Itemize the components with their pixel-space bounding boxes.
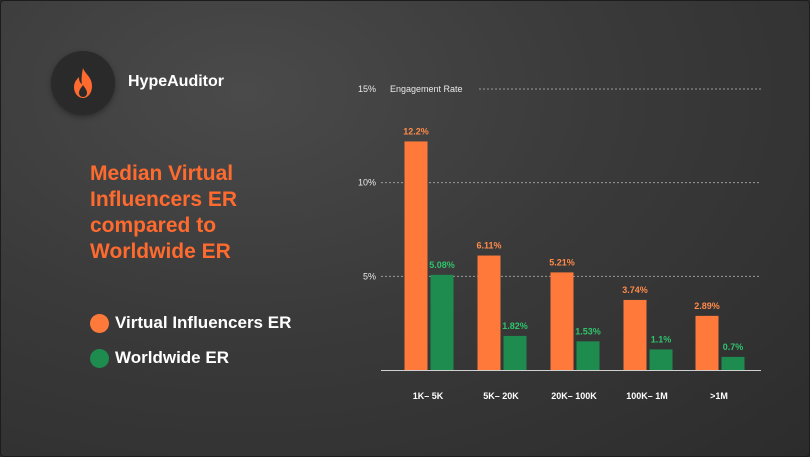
logo-badge bbox=[51, 51, 115, 115]
x-tick-label: 20K– 100K bbox=[551, 391, 597, 401]
legend-label-worldwide: Worldwide ER bbox=[115, 348, 229, 367]
value-label-worldwide: 1.1% bbox=[651, 334, 672, 344]
y-axis-ticks: 15% 10% 5% bbox=[358, 84, 376, 281]
bar-worldwide bbox=[576, 341, 600, 370]
bar-virtual bbox=[623, 299, 647, 370]
y-tick-label: 5% bbox=[363, 271, 376, 281]
value-label-worldwide: 5.08% bbox=[429, 260, 455, 270]
value-label-virtual: 6.11% bbox=[476, 241, 501, 251]
bar-virtual bbox=[695, 315, 719, 370]
flame-icon bbox=[74, 68, 92, 98]
x-tick-label: 100K– 1M bbox=[626, 391, 668, 401]
x-tick-label: 1K– 5K bbox=[413, 391, 444, 401]
grid-lines bbox=[381, 88, 761, 277]
legend-item-worldwide: Worldwide ER bbox=[90, 348, 229, 368]
y-axis-title: Engagement Rate bbox=[390, 84, 463, 94]
value-label-worldwide: 1.53% bbox=[575, 326, 601, 336]
brand-name: HypeAuditor bbox=[128, 73, 224, 90]
x-tick-label: 5K– 20K bbox=[483, 391, 519, 401]
x-tick-label: >1M bbox=[710, 391, 728, 401]
bar-virtual bbox=[477, 255, 501, 370]
bar-virtual bbox=[550, 272, 574, 370]
bar-virtual bbox=[404, 141, 428, 370]
bars bbox=[404, 141, 745, 370]
legend-item-virtual: Virtual Influencers ER bbox=[90, 313, 291, 333]
bar-worldwide bbox=[649, 349, 673, 370]
value-label-virtual: 12.2% bbox=[403, 126, 429, 136]
y-tick-label: 15% bbox=[358, 84, 376, 94]
value-label-virtual: 5.21% bbox=[549, 257, 575, 267]
category-labels: 1K– 5K 5K– 20K 20K– 100K 100K– 1M >1M bbox=[413, 391, 728, 401]
bar-worldwide bbox=[430, 274, 454, 370]
value-label-virtual: 2.89% bbox=[694, 301, 720, 311]
legend-label-virtual: Virtual Influencers ER bbox=[115, 313, 292, 332]
page-title: Median Virtual Influencers ER compared t… bbox=[90, 162, 238, 263]
legend-swatch-virtual bbox=[90, 313, 109, 333]
bar-worldwide bbox=[721, 356, 745, 370]
y-tick-label: 10% bbox=[358, 178, 376, 188]
value-label-virtual: 3.74% bbox=[622, 285, 648, 295]
value-label-worldwide: 1.82% bbox=[502, 321, 528, 331]
value-labels: 12.2% 5.08% 6.11% 1.82% 5.21% 1.53% 3.74% 1.1% 2… bbox=[403, 126, 743, 351]
value-label-worldwide: 0.7% bbox=[723, 342, 744, 352]
legend-swatch-worldwide bbox=[90, 348, 109, 368]
bar-worldwide bbox=[503, 335, 527, 370]
